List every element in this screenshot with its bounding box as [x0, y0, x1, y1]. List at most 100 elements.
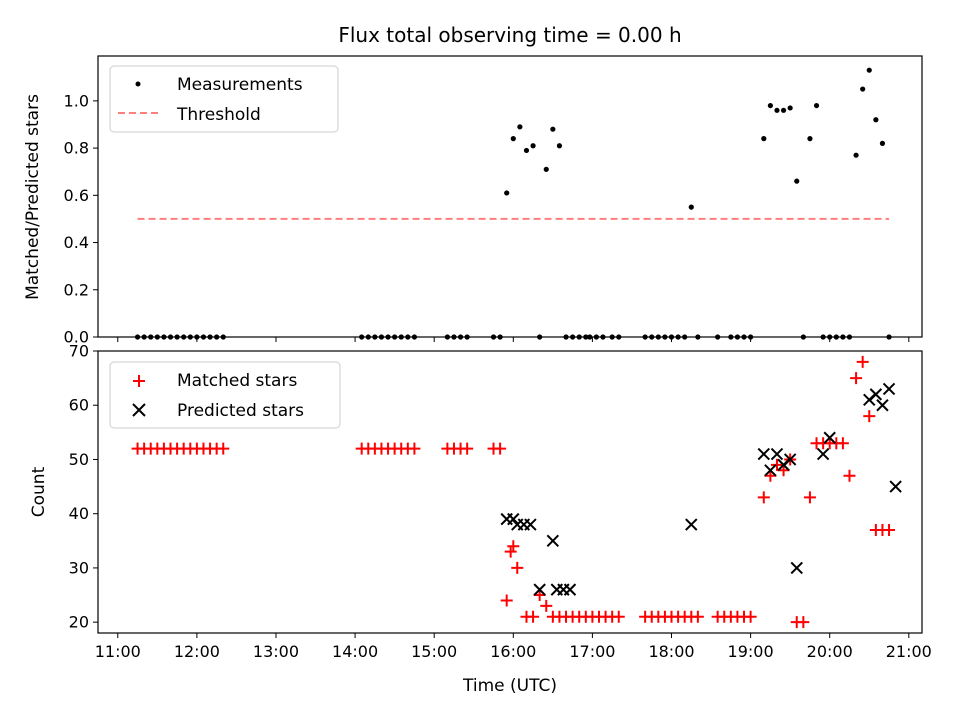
bottom-chart: Count Time (UTC) 20 30 40 50 60 70 11:00 12:00 1…	[29, 342, 932, 697]
predicted-star-point	[563, 583, 577, 596]
predicted-star-point	[524, 518, 537, 531]
bottom-xtick-label: 21:00	[886, 642, 932, 661]
top-ytick-label: 0.8	[64, 139, 89, 158]
predicted-star-point	[882, 382, 896, 396]
top-ytick-label: 0.4	[64, 233, 89, 252]
matched-star-point	[408, 442, 421, 455]
bottom-xtick-label: 19:00	[728, 642, 774, 661]
matched-star-point	[757, 491, 770, 504]
predicted-star-point	[764, 464, 777, 477]
legend-matched-marker	[133, 375, 145, 387]
predicted-star-point	[783, 453, 797, 466]
legend-matched-label: Matched stars	[177, 371, 297, 391]
matched-star-point	[461, 442, 474, 455]
matched-star-point	[770, 458, 783, 471]
matched-star-point	[863, 410, 876, 423]
measurement-point	[866, 67, 872, 73]
bottom-xtick-label: 13:00	[253, 642, 299, 661]
measurement-point	[807, 136, 813, 142]
bottom-ytick-label: 60	[69, 396, 89, 415]
measurement-point	[879, 140, 886, 146]
predicted-star-point	[816, 447, 830, 461]
predicted-star-point	[823, 431, 836, 444]
top-chart-title: Flux total observing time = 0.00 h	[338, 23, 681, 47]
measurement-point	[853, 152, 859, 158]
legend-measurements-marker	[135, 81, 141, 87]
predicted-star-point	[869, 388, 883, 401]
top-ytick-label: 0.6	[64, 186, 89, 205]
measurement-point	[504, 190, 510, 196]
matched-star-point	[217, 442, 230, 455]
matched-star-point	[507, 540, 520, 553]
measurement-point	[543, 166, 549, 172]
predicted-star-point	[685, 518, 698, 531]
matched-star-point	[843, 469, 856, 482]
bottom-chart-frame	[97, 350, 923, 634]
bottom-ytick-label: 20	[69, 613, 89, 632]
measurement-point	[860, 86, 866, 92]
bottom-ytick-label: 70	[69, 342, 89, 361]
top-chart-frame	[97, 55, 923, 338]
bottom-legend-box	[109, 361, 341, 429]
top-ytick-label: 1.0	[64, 91, 89, 110]
matched-star-point	[612, 610, 625, 623]
predicted-star-point	[533, 583, 546, 596]
legend-predicted-label: Predicted stars	[177, 401, 304, 421]
bottom-xtick-label: 18:00	[648, 642, 694, 661]
predicted-star-point	[889, 480, 902, 493]
matched-star-point	[744, 610, 757, 623]
bottom-ytick-label: 40	[69, 504, 89, 523]
legend-threshold-label: Threshold	[176, 105, 261, 125]
matched-star-point	[511, 561, 524, 574]
bottom-ytick-label: 50	[69, 450, 89, 469]
top-legend-box	[109, 65, 339, 133]
matched-star-point	[691, 610, 704, 623]
predicted-star-point	[876, 399, 889, 412]
top-ytick-label: 0.2	[64, 280, 89, 299]
bottom-xtick-label: 16:00	[490, 642, 536, 661]
matched-star-point	[836, 437, 849, 450]
bottom-xtick-label: 15:00	[411, 642, 457, 661]
legend-measurements-label: Measurements	[177, 75, 303, 95]
matched-star-point	[803, 491, 816, 504]
predicted-star-point	[507, 512, 520, 526]
legend-predicted-marker	[132, 403, 146, 417]
matched-star-point	[777, 464, 790, 477]
matched-star-point	[500, 594, 513, 607]
measurement-point	[688, 204, 694, 210]
bottom-xtick-label: 12:00	[174, 642, 220, 661]
measurement-point	[794, 178, 800, 184]
matched-star-point	[540, 599, 553, 612]
measurement-point	[780, 107, 787, 113]
measurement-point	[873, 117, 879, 123]
bottom-chart-legend: Matched stars Predicted stars	[109, 361, 341, 429]
measurement-point	[530, 143, 536, 149]
measurement-point	[761, 136, 767, 142]
measurement-point	[767, 102, 773, 109]
measurement-point	[523, 147, 530, 154]
bottom-chart-plot: 20 30 40 50 60 70 11:00 12:00 13:00 14:00 15:00 16:…	[69, 342, 932, 662]
measurement-point	[556, 143, 563, 149]
bottom-xtick-label: 20:00	[807, 642, 853, 661]
bottom-chart-ylabel: Count	[29, 466, 49, 517]
matched-star-point	[883, 523, 896, 536]
matched-star-point	[850, 372, 863, 385]
measurement-point	[510, 136, 516, 142]
matched-star-point	[504, 545, 517, 558]
matched-star-point	[533, 589, 546, 602]
matched-star-point	[764, 469, 777, 482]
top-chart-legend: Measurements Threshold	[109, 65, 339, 133]
measurement-point	[774, 107, 780, 113]
measurement-point	[517, 124, 523, 130]
predicted-star-point	[790, 561, 803, 575]
bottom-xtick-label: 14:00	[332, 642, 378, 661]
matched-star-point	[494, 442, 507, 455]
measurement-point	[787, 105, 793, 111]
top-chart: Flux total observing time = 0.00 h Match…	[23, 23, 923, 347]
top-ytick-label: 0.0	[64, 328, 89, 347]
measurement-point	[550, 126, 556, 132]
bottom-xtick-label: 11:00	[95, 642, 141, 661]
matched-star-point	[797, 616, 810, 629]
top-chart-ylabel: Matched/Predicted stars	[23, 94, 43, 300]
